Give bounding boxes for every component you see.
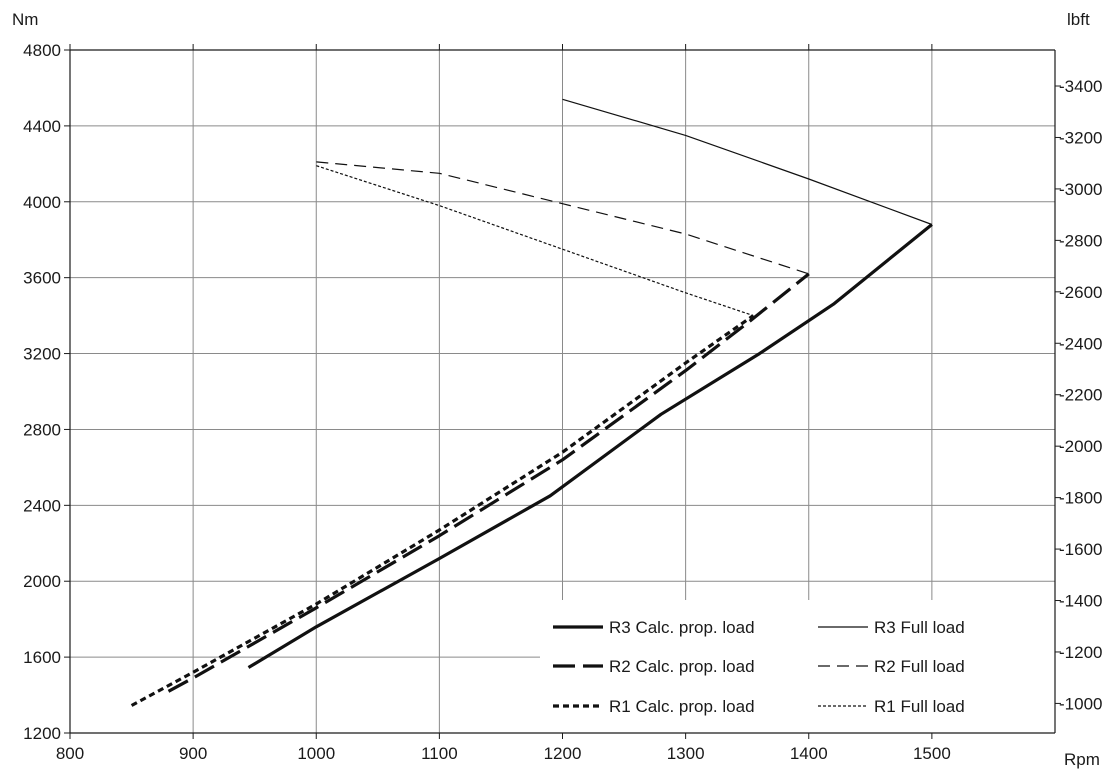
legend-label-r3-calc-prop-load: R3 Calc. prop. load <box>609 618 755 637</box>
right-y-tick-label-1200: -1200 <box>1059 643 1102 662</box>
left-y-tick-label-3600: 3600 <box>23 269 61 288</box>
right-y-tick-label-2600: -2600 <box>1059 283 1102 302</box>
right-y-tick-label-2400: -2400 <box>1059 334 1102 353</box>
legend-background <box>540 600 1000 700</box>
left-y-tick-label-1600: 1600 <box>23 648 61 667</box>
left-y-tick-label-3200: 3200 <box>23 345 61 364</box>
legend: R3 Calc. prop. load R3 Full load R2 Calc. … <box>540 600 1000 716</box>
left-y-tick-label-4400: 4400 <box>23 117 61 136</box>
legend-label-r1-calc-prop-load: R1 Calc. prop. load <box>609 697 755 716</box>
legend-label-r3-full-load: R3 Full load <box>874 618 965 637</box>
left-axis-unit-label: Nm <box>12 10 38 29</box>
x-tick-label-1200: 1200 <box>544 744 582 763</box>
x-tick-label-1300: 1300 <box>667 744 705 763</box>
x-axis-unit-label: Rpm <box>1064 750 1100 769</box>
left-y-tick-label-4800: 4800 <box>23 41 61 60</box>
right-y-tick-label-3400: -3400 <box>1059 77 1102 96</box>
legend-label-r1-full-load: R1 Full load <box>874 697 965 716</box>
legend-label-r2-calc-prop-load: R2 Calc. prop. load <box>609 657 755 676</box>
right-axis-unit-label: lbft <box>1067 10 1090 29</box>
x-tick-label-1500: 1500 <box>913 744 951 763</box>
x-tick-label-1000: 1000 <box>297 744 335 763</box>
right-y-tick-label-1000: -1000 <box>1059 694 1102 713</box>
right-y-tick-label-3000: -3000 <box>1059 180 1102 199</box>
x-tick-label-1400: 1400 <box>790 744 828 763</box>
right-y-tick-label-2200: -2200 <box>1059 386 1102 405</box>
right-y-tick-label-1600: -1600 <box>1059 540 1102 559</box>
left-y-tick-label-2800: 2800 <box>23 420 61 439</box>
left-y-tick-label-1200: 1200 <box>23 724 61 743</box>
left-y-tick-label-4000: 4000 <box>23 193 61 212</box>
left-y-tick-label-2000: 2000 <box>23 572 61 591</box>
x-tick-label-1100: 1100 <box>421 744 458 763</box>
right-y-tick-label-3200: -3200 <box>1059 128 1102 147</box>
right-y-tick-label-2800: -2800 <box>1059 231 1102 250</box>
legend-label-r2-full-load: R2 Full load <box>874 657 965 676</box>
x-tick-label-900: 900 <box>179 744 207 763</box>
right-y-tick-label-2000: -2000 <box>1059 437 1102 456</box>
right-y-tick-label-1400: -1400 <box>1059 592 1102 611</box>
left-y-tick-label-2400: 2400 <box>23 496 61 515</box>
right-y-tick-label-1800: -1800 <box>1059 489 1102 508</box>
x-tick-label-800: 800 <box>56 744 84 763</box>
